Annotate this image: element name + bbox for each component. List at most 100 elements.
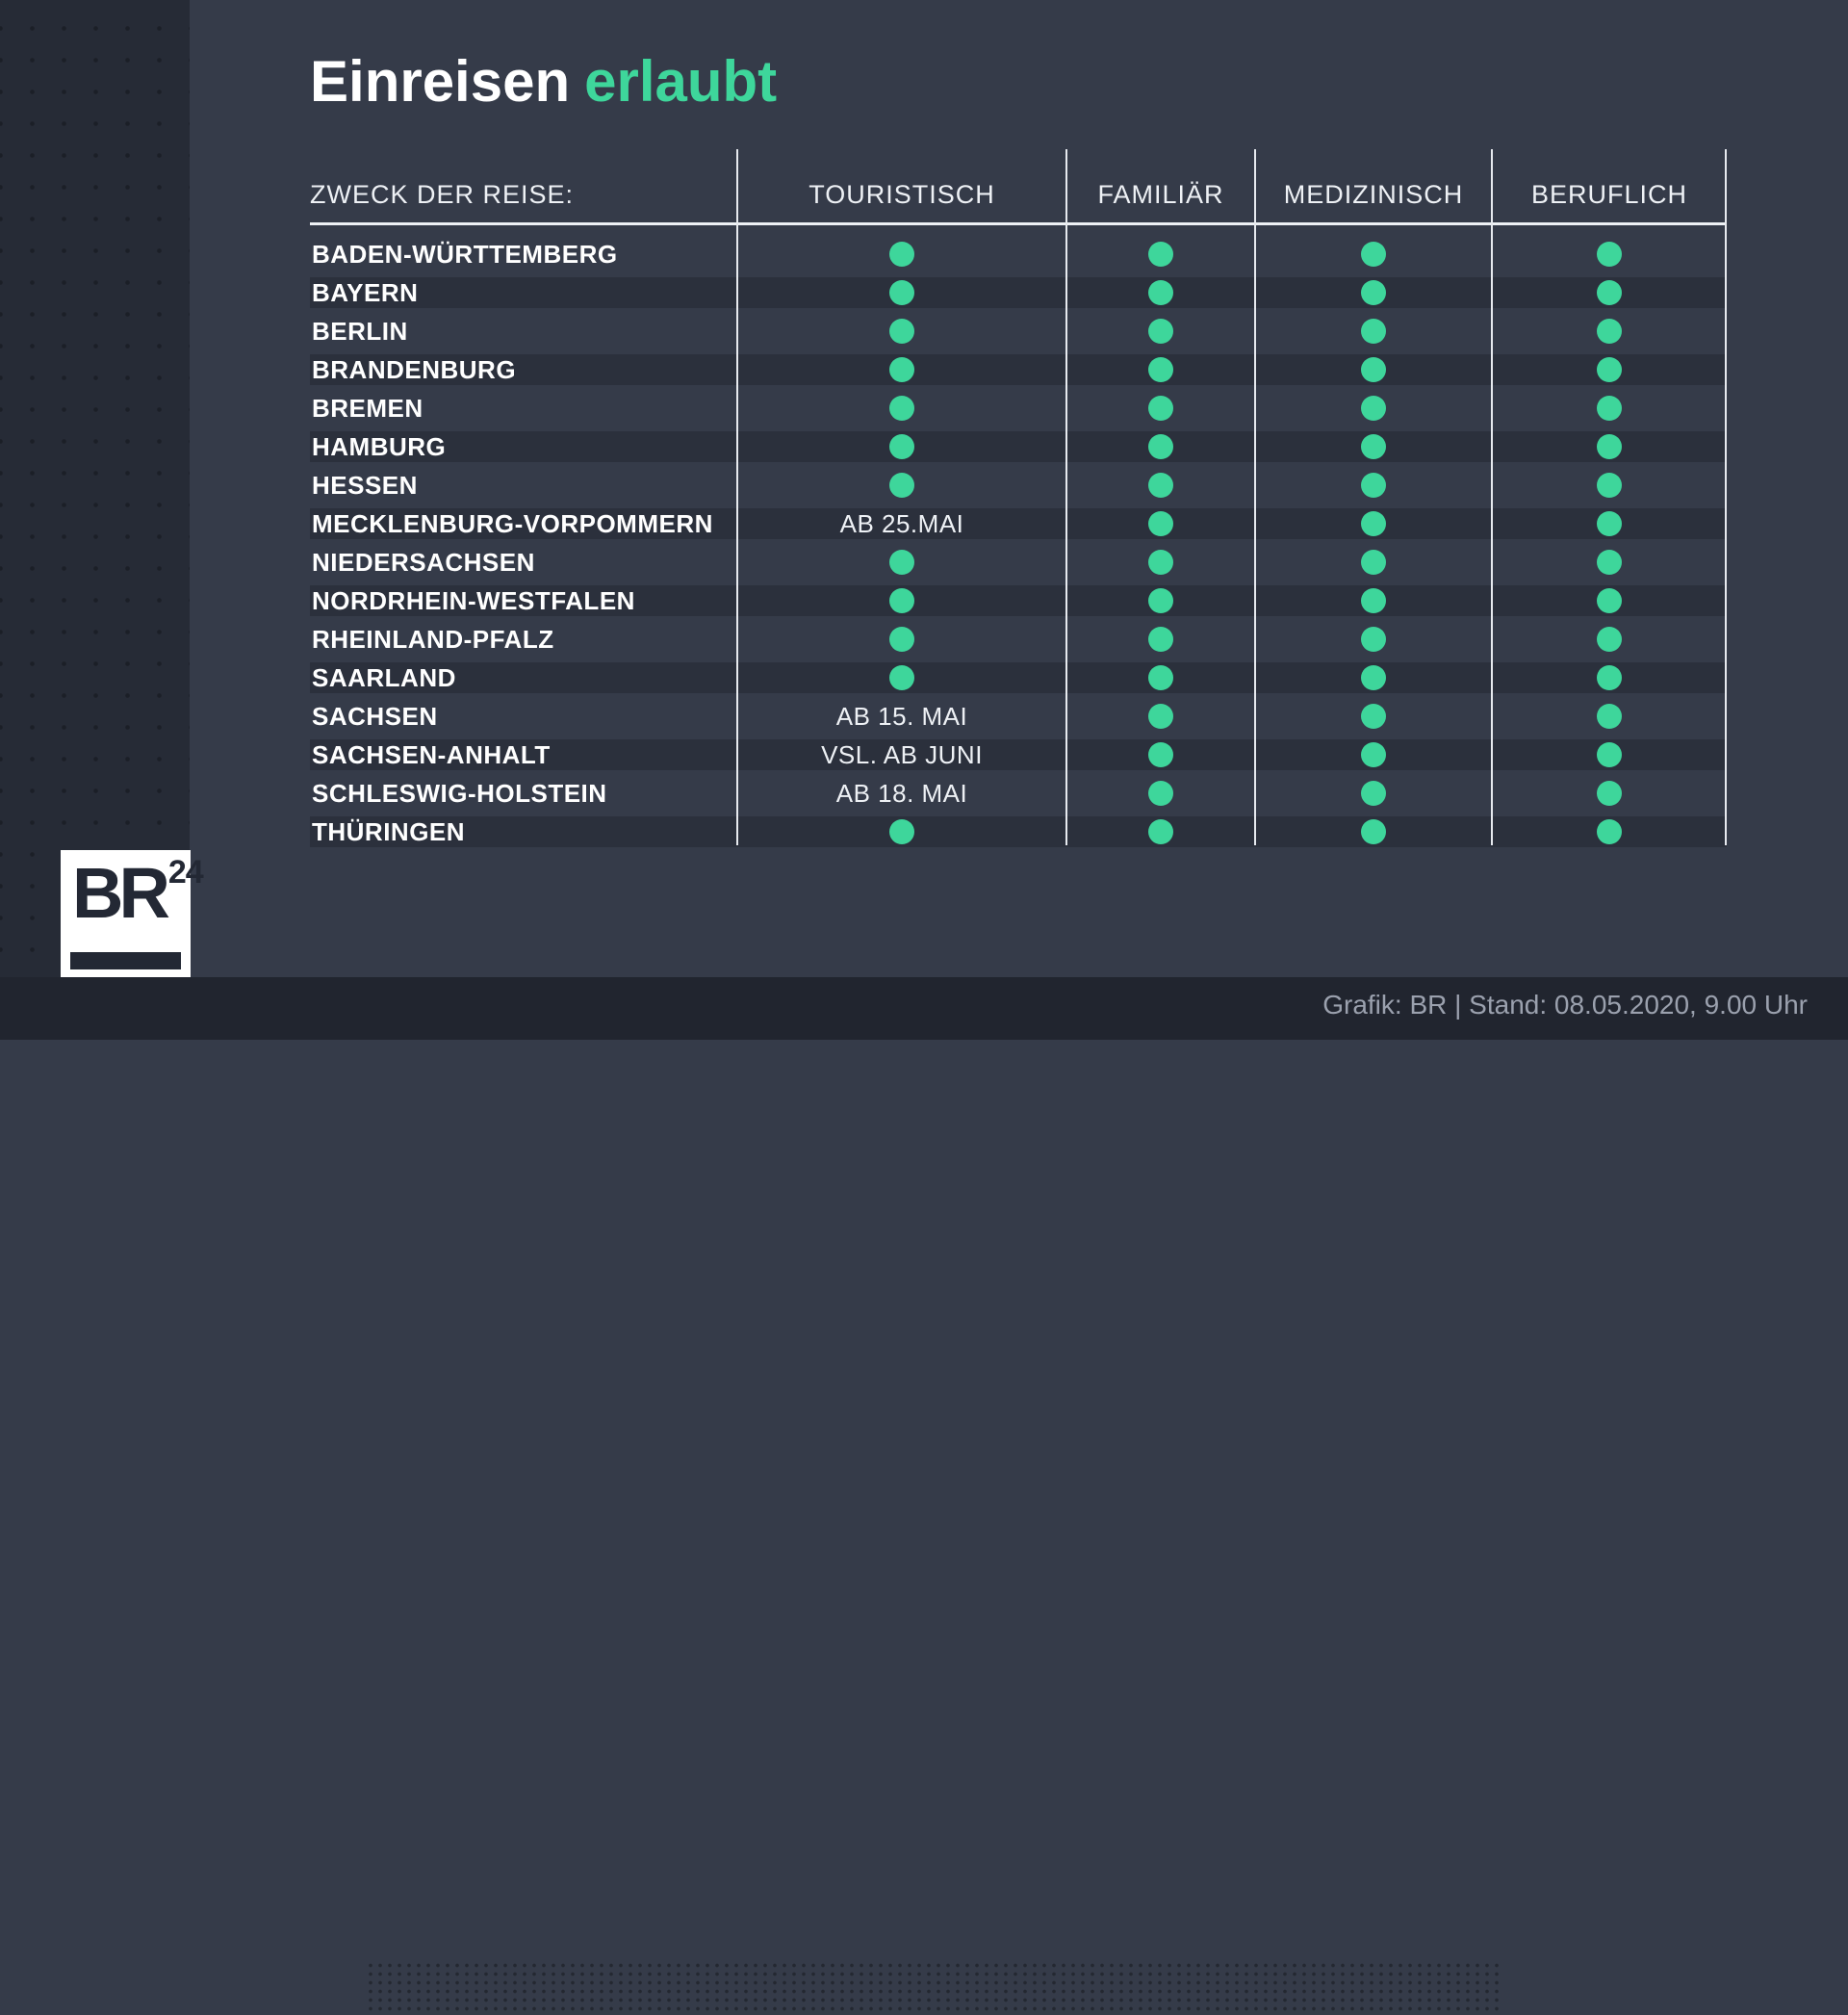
allowed-cell [1066,273,1255,312]
allowed-cell [1492,235,1727,273]
table-row: BERLIN [310,312,1727,350]
logo-bar [70,952,181,969]
table-row: SAARLAND [310,659,1727,697]
allowed-dot-icon [1148,511,1173,536]
state-name: BADEN-WÜRTTEMBERG [312,239,618,269]
allowed-dot-icon [1148,319,1173,344]
allowed-cell [1255,581,1492,620]
allowed-dot-icon [1148,396,1173,421]
allowed-cell [1066,659,1255,697]
allowed-dot-icon [1361,280,1386,305]
allowed-dot-icon [889,473,914,498]
date-cell: VSL. AB JUNI [821,739,983,769]
allowed-dot-icon [1361,550,1386,575]
table-row: RHEINLAND-PFALZ [310,620,1727,659]
allowed-cell [1492,620,1727,659]
allowed-cell [1066,774,1255,813]
allowed-dot-icon [1148,550,1173,575]
title-highlight: erlaubt [584,49,778,114]
logo-brand: BR [72,853,170,933]
table-row: HESSEN [310,466,1727,504]
allowed-cell [737,466,1066,504]
allowed-dot-icon [1597,473,1622,498]
br24-logo-text: BR24 [72,856,204,929]
allowed-cell [737,350,1066,389]
state-name: NORDRHEIN-WESTFALEN [312,585,635,615]
column-divider-line [1491,149,1493,845]
table-row: NORDRHEIN-WESTFALEN [310,581,1727,620]
allowed-cell [1492,466,1727,504]
allowed-dot-icon [1597,781,1622,806]
credit-text: Grafik: BR | Stand: 08.05.2020, 9.00 Uhr [1322,990,1808,1020]
date-cell: AB 25.MAI [839,508,964,538]
table-rows: BADEN-WÜRTTEMBERG BAYERN BERLIN BRANDENBURG… [310,235,1727,851]
allowed-dot-icon [1361,704,1386,729]
allowed-cell [1492,350,1727,389]
allowed-dot-icon [1148,781,1173,806]
allowed-cell [1066,312,1255,350]
allowed-cell [1492,774,1727,813]
allowed-dot-icon [1361,434,1386,459]
date-cell: AB 15. MAI [835,701,968,731]
title-main: Einreisen [310,49,571,114]
allowed-cell [1255,736,1492,774]
state-name: BRANDENBURG [312,354,517,384]
allowed-dot-icon [889,819,914,844]
allowed-cell [737,427,1066,466]
column-header-touristisch: TOURISTISCH [808,180,995,209]
allowed-cell [1492,427,1727,466]
allowed-cell [1255,350,1492,389]
allowed-dot-icon [1361,396,1386,421]
table-right-edge-line [1725,149,1727,845]
column-header-medizinisch: MEDIZINISCH [1283,180,1464,209]
allowed-dot-icon [1597,742,1622,767]
allowed-cell [1066,697,1255,736]
state-name: SACHSEN [312,701,438,731]
allowed-cell [1255,273,1492,312]
allowed-dot-icon [1597,819,1622,844]
table-row: THÜRINGEN [310,813,1727,851]
allowed-dot-icon [889,434,914,459]
state-name: BREMEN [312,393,424,423]
date-cell: AB 18. MAI [835,778,968,808]
state-name: BERLIN [312,316,408,346]
allowed-dot-icon [1148,665,1173,690]
allowed-cell [737,659,1066,697]
table-row: BADEN-WÜRTTEMBERG [310,235,1727,273]
allowed-cell [737,543,1066,581]
table-row: MECKLENBURG-VORPOMMERN AB 25.MAI [310,504,1727,543]
allowed-dot-icon [889,280,914,305]
allowed-cell [1066,543,1255,581]
allowed-dot-icon [1361,781,1386,806]
allowed-dot-icon [1597,588,1622,613]
allowed-dot-icon [889,588,914,613]
allowed-dot-icon [1361,242,1386,267]
allowed-cell [1066,504,1255,543]
allowed-cell [1255,620,1492,659]
column-header-familiaer: FAMILIÄR [1097,180,1224,209]
allowed-dot-icon [1361,627,1386,652]
allowed-dot-icon [889,319,914,344]
allowed-cell [1066,620,1255,659]
state-name: THÜRINGEN [312,816,466,846]
allowed-dot-icon [1361,357,1386,382]
allowed-cell [1492,504,1727,543]
table-row: BAYERN [310,273,1727,312]
allowed-cell [1066,235,1255,273]
allowed-dot-icon [1148,742,1173,767]
table-row: NIEDERSACHSEN [310,543,1727,581]
allowed-dot-icon [1361,665,1386,690]
state-name: NIEDERSACHSEN [312,547,535,577]
purpose-column-label: ZWECK DER REISE: [310,180,575,209]
allowed-dot-icon [1597,396,1622,421]
allowed-cell [1066,350,1255,389]
allowed-cell [1492,581,1727,620]
allowed-cell [1492,389,1727,427]
allowed-dot-icon [889,550,914,575]
allowed-cell [1066,813,1255,851]
allowed-cell [1255,659,1492,697]
allowed-cell [1066,427,1255,466]
allowed-dot-icon [889,665,914,690]
table-row: HAMBURG [310,427,1727,466]
allowed-cell [1255,466,1492,504]
